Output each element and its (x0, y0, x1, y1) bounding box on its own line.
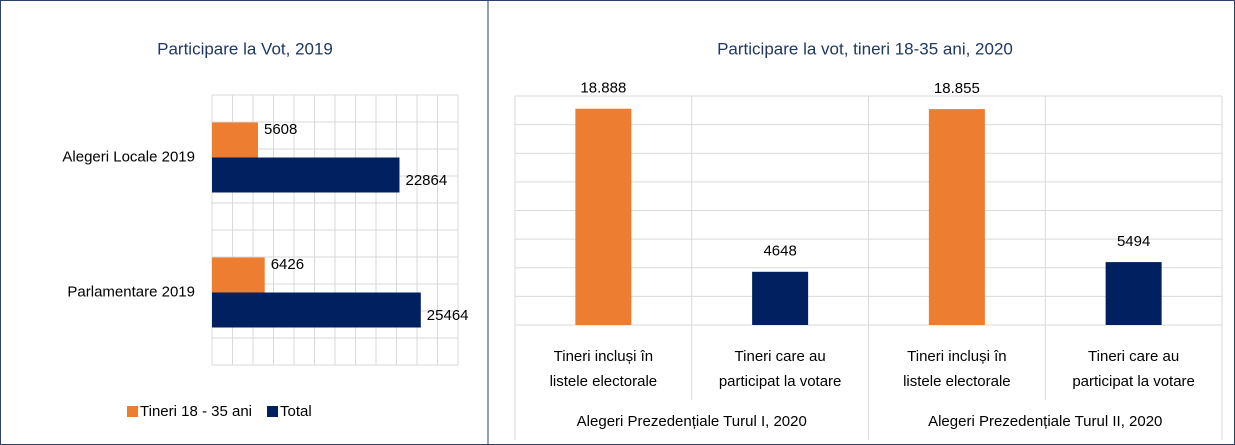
group-label: Alegeri Prezedențiale Turul I, 2020 (577, 413, 807, 430)
bar (212, 292, 421, 328)
chart-title: Participare la Vot, 2019 (157, 39, 333, 58)
bar (212, 122, 258, 158)
x-tick-label: Tineri care au (1088, 348, 1179, 365)
legend-label: Total (280, 403, 312, 420)
chart-title: Participare la vot, tineri 18-35 ani, 20… (717, 39, 1013, 58)
x-tick-label: Tineri care au (735, 348, 826, 365)
x-tick-label: participat la votare (1072, 373, 1195, 390)
data-label: 22864 (405, 172, 447, 189)
data-label: 18.855 (934, 80, 980, 97)
data-label: 4648 (763, 243, 796, 260)
bar (212, 157, 400, 193)
x-tick-label: Tineri incluși în (907, 348, 1006, 365)
data-label: 6426 (271, 256, 304, 273)
x-tick-label: Tineri incluși în (554, 348, 653, 365)
x-tick-label: participat la votare (719, 373, 842, 390)
data-label: 5494 (1117, 233, 1150, 250)
bar (752, 271, 809, 325)
bar (212, 257, 265, 293)
bar (1105, 262, 1162, 325)
x-tick-label: listele electorale (903, 373, 1011, 390)
bar (928, 109, 985, 325)
x-tick-label: listele electorale (550, 373, 658, 390)
legend-swatch (267, 406, 279, 417)
bar (575, 108, 632, 326)
y-tick-label: Alegeri Locale 2019 (62, 148, 195, 165)
legend-swatch (127, 406, 138, 417)
y-tick-label: Parlamentare 2019 (67, 283, 195, 300)
data-label: 18.888 (580, 80, 626, 97)
data-label: 25464 (427, 307, 469, 324)
group-label: Alegeri Prezedențiale Turul II, 2020 (928, 413, 1162, 430)
data-label: 5608 (264, 121, 297, 138)
legend-label: Tineri 18 - 35 ani (140, 403, 252, 420)
